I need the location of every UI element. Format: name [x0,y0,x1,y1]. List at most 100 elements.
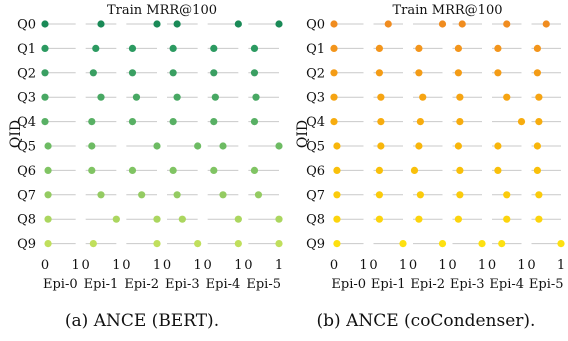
x-tick-label: 1 [399,258,407,273]
data-point [533,142,542,150]
data-point [169,166,177,174]
x-tick-label: 1 [153,258,161,273]
data-point [438,20,447,28]
data-point [454,215,462,223]
data-point [333,215,341,223]
data-point [419,93,427,101]
x-tick-label: 1 [112,258,120,273]
data-point [330,93,338,101]
data-point [399,240,407,248]
data-point [416,118,424,126]
x-tick-label: 0 [369,258,377,273]
data-point [41,69,49,77]
x-tick-label: 0 [41,258,49,273]
episode-label: Epi-3 [450,277,485,292]
data-point [503,93,511,101]
data-point [219,142,227,150]
data-point [178,215,186,223]
chart-title: Train MRR@100 [393,3,503,18]
y-tick-label: Q3 [17,91,36,106]
data-point [533,166,542,174]
y-tick-label: Q6 [17,164,36,179]
data-point [557,240,565,248]
data-point [494,44,502,53]
y-tick-label: Q8 [17,213,36,228]
data-point [375,215,383,223]
data-point [169,69,177,77]
data-point [211,93,219,101]
x-tick-label: 1 [275,258,283,273]
episode-label: Epi-0 [43,277,78,292]
y-tick-label: Q6 [306,164,325,179]
data-point [219,191,227,199]
data-point [275,20,283,28]
data-point [535,93,543,101]
y-tick-label: Q9 [17,237,36,252]
episode-label: Epi-5 [246,277,281,292]
data-point [128,118,137,126]
x-tick-label: 1 [194,258,202,273]
data-point [535,191,543,199]
data-point [88,118,96,126]
y-axis-label: QID [295,120,311,148]
data-point [132,93,141,101]
data-point [454,142,462,150]
data-point [169,118,177,126]
y-tick-label: Q1 [17,42,36,57]
data-point [44,215,52,223]
data-point [44,142,52,150]
data-point [128,166,137,174]
data-point [535,215,543,223]
x-tick-label: 0 [122,258,130,273]
data-point [333,142,341,150]
y-axis-label: QID [8,120,24,148]
y-tick-label: Q9 [306,237,325,252]
y-tick-label: Q3 [306,91,325,106]
data-point [250,44,259,53]
data-point [254,191,263,199]
data-point [517,118,526,126]
data-point [210,118,218,126]
x-tick-label: 0 [448,258,456,273]
data-point [416,191,424,199]
data-point [41,44,49,53]
data-point [234,240,242,248]
data-point [542,20,550,28]
data-point [503,191,511,199]
data-point [410,166,419,174]
data-point [377,93,385,101]
data-point [173,191,181,199]
x-tick-label: 1 [359,258,367,273]
data-point [173,93,181,101]
data-point [415,69,423,77]
x-tick-label: 1 [234,258,242,273]
data-point [494,142,502,150]
x-tick-label: 1 [72,258,80,273]
data-point [234,215,242,223]
x-tick-label: 1 [478,258,486,273]
data-point [533,69,542,77]
chart-title: Train MRR@100 [107,3,217,18]
data-point [153,20,161,28]
data-point [128,69,137,77]
data-point [97,20,105,28]
data-point [41,118,49,126]
data-point [330,44,338,53]
data-point [210,166,218,174]
data-point [128,44,137,53]
y-tick-label: Q7 [306,188,325,203]
data-point [112,215,120,223]
y-tick-label: Q2 [306,66,325,81]
data-point [88,142,96,150]
episode-label: Epi-2 [410,277,445,292]
data-point [169,44,177,53]
data-point [375,191,383,199]
x-tick-label: 0 [527,258,535,273]
data-point [478,240,486,248]
x-tick-label: 1 [557,258,565,273]
x-tick-label: 0 [330,258,338,273]
data-point [210,69,218,77]
x-tick-label: 0 [204,258,212,273]
data-point [153,142,161,150]
data-point [330,118,338,126]
